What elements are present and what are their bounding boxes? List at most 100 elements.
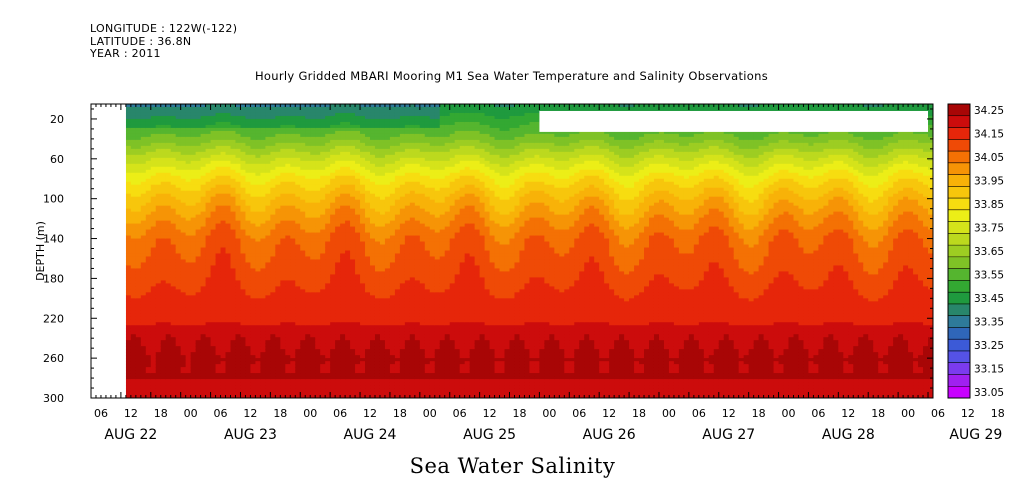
heatmap-cell — [270, 319, 276, 323]
heatmap-cell — [195, 130, 202, 135]
heatmap-cell — [325, 205, 331, 210]
heatmap-cell — [360, 328, 366, 332]
heatmap-cell — [175, 361, 182, 365]
heatmap-cell — [155, 310, 162, 314]
heatmap-cell — [325, 334, 331, 338]
heatmap-cell — [190, 223, 197, 228]
heatmap-cell — [365, 190, 371, 195]
heatmap-cell — [350, 376, 356, 380]
heatmap-cell — [170, 118, 177, 123]
heatmap-cell — [205, 211, 212, 216]
heatmap-cell — [145, 301, 152, 305]
heatmap-cell — [195, 190, 202, 195]
heatmap-cell — [330, 223, 336, 228]
heatmap-cell — [190, 373, 197, 377]
heatmap-cell — [240, 109, 247, 114]
heatmap-cell — [335, 247, 341, 252]
heatmap-cell — [220, 226, 227, 231]
heatmap-cell — [290, 145, 296, 150]
heatmap-cell — [210, 289, 217, 293]
heatmap-cell — [235, 112, 242, 117]
heatmap-cell — [370, 172, 376, 177]
heatmap-cell — [335, 304, 341, 308]
heatmap-cell — [305, 127, 311, 132]
heatmap-cell — [295, 148, 301, 153]
heatmap-cell — [125, 313, 132, 317]
heatmap-cell — [180, 265, 187, 270]
heatmap-cell — [315, 388, 321, 392]
heatmap-cell — [330, 379, 336, 383]
heatmap-cell — [175, 343, 182, 347]
heatmap-cell — [185, 340, 192, 344]
heatmap-cell — [265, 262, 271, 267]
heatmap-cell — [215, 104, 222, 108]
heatmap-cell — [315, 343, 321, 347]
heatmap-cell — [300, 253, 306, 258]
heatmap-cell — [295, 139, 301, 144]
heatmap-cell — [160, 304, 167, 308]
heatmap-cell — [210, 391, 217, 395]
heatmap-cell — [335, 361, 341, 365]
heatmap-cell — [374, 175, 381, 180]
heatmap-cell — [374, 223, 381, 228]
heatmap-cell — [315, 232, 321, 237]
heatmap-cell — [330, 214, 336, 219]
heatmap-cell — [175, 124, 182, 129]
heatmap-cell — [210, 322, 217, 326]
heatmap-cell — [130, 229, 137, 234]
heatmap-cell — [235, 121, 242, 126]
heatmap-cell — [255, 370, 261, 374]
heatmap-cell — [355, 328, 361, 332]
heatmap-cell — [374, 193, 381, 198]
heatmap-cell — [315, 301, 321, 305]
heatmap-cell — [215, 166, 222, 171]
heatmap-cell — [370, 388, 376, 392]
heatmap-cell — [300, 112, 306, 117]
heatmap-cell — [170, 178, 177, 183]
heatmap-cell — [335, 220, 341, 225]
heatmap-cell — [270, 301, 276, 305]
heatmap-cell — [265, 184, 271, 189]
heatmap-cell — [370, 340, 376, 344]
heatmap-cell — [150, 316, 157, 320]
heatmap-cell — [265, 253, 271, 258]
heatmap-cell — [205, 151, 212, 156]
heatmap-cell — [160, 202, 167, 207]
heatmap-cell — [355, 151, 361, 156]
heatmap-cell — [305, 271, 311, 276]
heatmap-cell — [180, 277, 187, 281]
heatmap-cell — [135, 250, 142, 255]
heatmap-cell — [250, 121, 257, 126]
heatmap-cell — [310, 229, 316, 234]
heatmap-cell — [350, 394, 356, 398]
heatmap-cell — [155, 286, 162, 290]
heatmap-cell — [275, 331, 281, 335]
heatmap-cell — [200, 355, 207, 359]
heatmap-cell — [230, 148, 237, 153]
heatmap-cell — [365, 187, 371, 192]
heatmap-cell — [135, 355, 142, 359]
heatmap-cell — [250, 104, 257, 108]
heatmap-cell — [165, 217, 172, 222]
heatmap-cell — [155, 184, 162, 189]
heatmap-cell — [285, 295, 291, 299]
heatmap-cell — [305, 142, 311, 147]
heatmap-cell — [365, 328, 371, 332]
heatmap-cell — [240, 187, 247, 192]
heatmap-cell — [325, 349, 331, 353]
heatmap-cell — [175, 364, 182, 368]
heatmap-cell — [255, 274, 261, 279]
heatmap-cell — [240, 370, 247, 374]
heatmap-cell — [320, 145, 326, 150]
heatmap-cell — [345, 163, 351, 168]
heatmap-cell — [195, 325, 202, 329]
heatmap-cell — [195, 364, 202, 368]
heatmap-cell — [140, 214, 147, 219]
heatmap-cell — [250, 256, 257, 261]
heatmap-cell — [340, 226, 346, 231]
heatmap-cell — [150, 112, 157, 117]
heatmap-cell — [235, 394, 242, 398]
heatmap-cell — [200, 352, 207, 356]
heatmap-cell — [335, 301, 341, 305]
heatmap-cell — [150, 202, 157, 207]
